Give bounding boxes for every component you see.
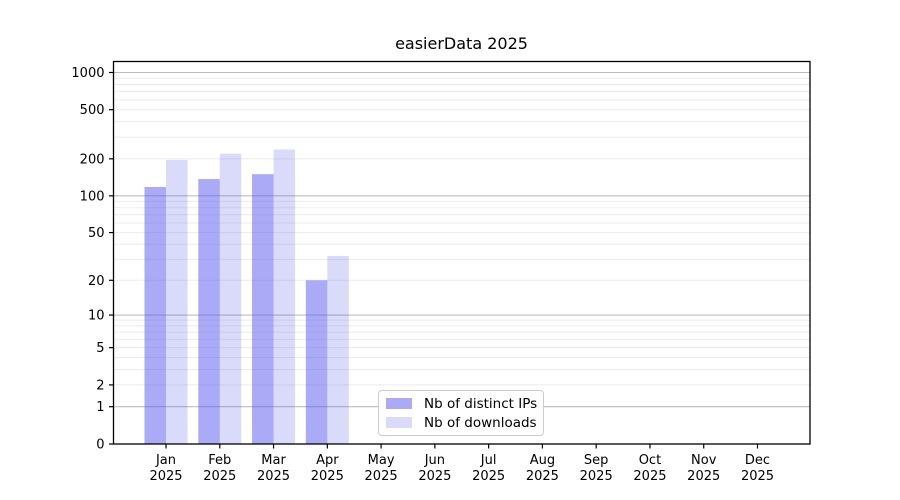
x-tick-label-month: Apr <box>316 453 339 468</box>
x-tick-label-month: May <box>368 453 395 468</box>
x-tick-label-year: 2025 <box>472 469 505 484</box>
x-tick-label-year: 2025 <box>633 469 666 484</box>
x-tick-label-year: 2025 <box>257 469 290 484</box>
y-tick-label: 1000 <box>71 66 104 81</box>
legend: Nb of distinct IPs Nb of downloads <box>378 390 544 436</box>
y-tick-label: 200 <box>80 152 105 167</box>
bar-distinct-ips-mar <box>252 174 274 444</box>
x-tick-label-year: 2025 <box>203 469 236 484</box>
axes-spines <box>112 60 811 445</box>
bar-distinct-ips-jan <box>144 187 166 444</box>
legend-item-downloads: Nb of downloads <box>386 414 537 431</box>
y-tick-label: 5 <box>96 341 104 356</box>
x-tick-label-year: 2025 <box>741 469 774 484</box>
legend-swatch-downloads <box>386 417 412 428</box>
x-tick-label-year: 2025 <box>580 469 613 484</box>
y-tick-label: 1 <box>96 400 104 415</box>
x-tick-label-year: 2025 <box>311 469 344 484</box>
x-tick-label-year: 2025 <box>365 469 398 484</box>
bar-distinct-ips-feb <box>198 179 220 444</box>
y-tick-label: 500 <box>80 103 105 118</box>
bar-downloads-apr <box>327 255 349 444</box>
legend-swatch-distinct-ips <box>386 398 412 409</box>
legend-label-downloads: Nb of downloads <box>424 414 537 431</box>
x-tick-label-month: Jun <box>424 453 445 468</box>
x-tick-label-month: Aug <box>530 453 555 468</box>
legend-label-distinct-ips: Nb of distinct IPs <box>424 395 538 412</box>
bar-distinct-ips-apr <box>305 280 328 444</box>
y-tick-label: 20 <box>88 274 105 289</box>
legend-item-distinct-ips: Nb of distinct IPs <box>386 395 538 412</box>
y-tick-label: 0 <box>96 438 104 453</box>
x-tick-label-month: Nov <box>691 453 717 468</box>
y-tick-label: 100 <box>80 189 105 204</box>
bar-downloads-mar <box>273 149 296 445</box>
chart-title: easierData 2025 <box>395 34 528 53</box>
x-tick-label-month: Jan <box>155 453 176 468</box>
x-tick-label-year: 2025 <box>687 469 720 484</box>
bar-downloads-feb <box>219 153 242 444</box>
x-tick-label-month: Sep <box>584 453 609 468</box>
x-tick-label-year: 2025 <box>526 469 559 484</box>
bar-downloads-jan <box>166 159 188 444</box>
y-tick-label: 50 <box>88 226 105 241</box>
y-tick-label: 2 <box>96 378 104 393</box>
x-tick-label-month: Dec <box>745 453 770 468</box>
x-tick-label-year: 2025 <box>418 469 451 484</box>
x-tick-label-month: Jul <box>480 453 497 468</box>
x-tick-label-month: Oct <box>639 453 661 468</box>
x-tick-label-year: 2025 <box>149 469 182 484</box>
y-tick-label: 10 <box>88 309 105 324</box>
x-tick-label-month: Mar <box>261 453 286 468</box>
x-tick-label-month: Feb <box>208 453 231 468</box>
